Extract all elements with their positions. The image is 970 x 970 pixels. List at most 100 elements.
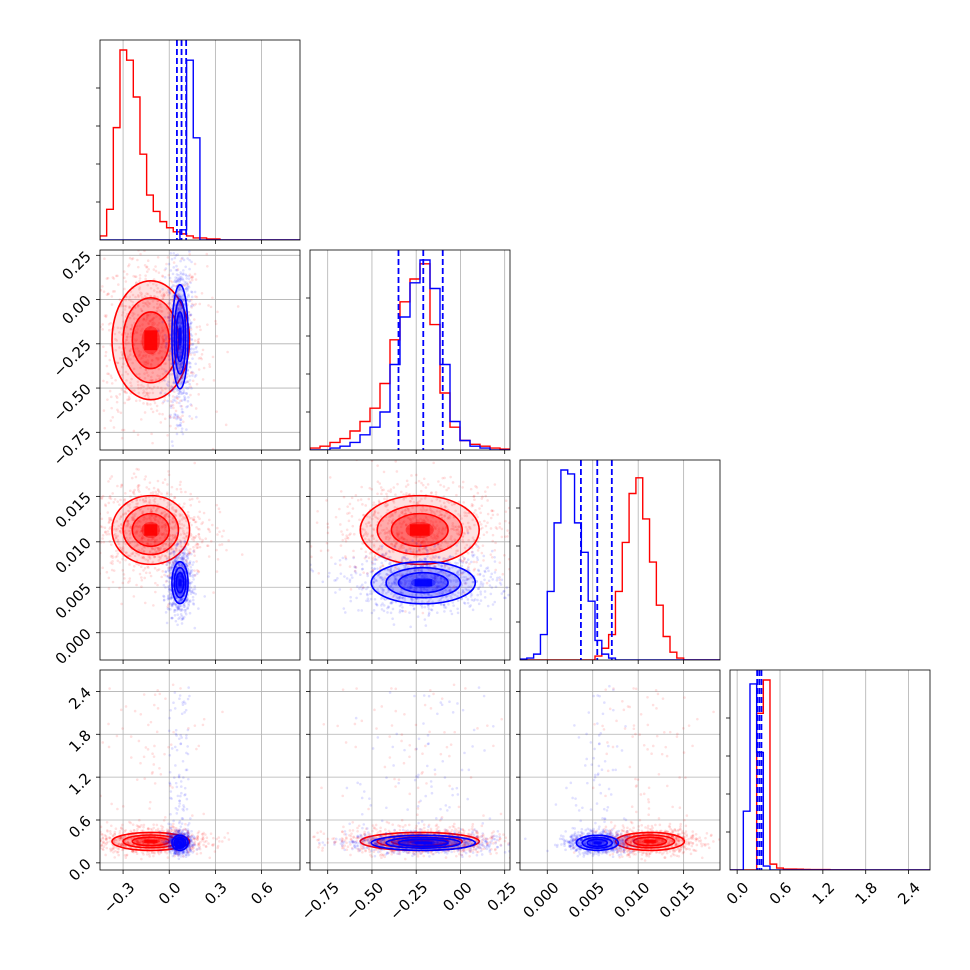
scatter-point bbox=[167, 566, 170, 570]
scatter-point bbox=[480, 504, 484, 508]
scatter-point bbox=[420, 547, 424, 551]
scatter-point bbox=[149, 519, 153, 522]
scatter-point bbox=[378, 482, 382, 485]
scatter-point bbox=[162, 294, 166, 297]
scatter-point bbox=[165, 291, 169, 294]
scatter-point bbox=[413, 575, 416, 578]
scatter-point bbox=[135, 532, 139, 535]
scatter-point bbox=[103, 426, 107, 430]
scatter-point bbox=[168, 515, 171, 519]
scatter-point bbox=[461, 534, 465, 538]
scatter-point bbox=[121, 546, 125, 549]
scatter-point bbox=[179, 303, 183, 307]
scatter-point bbox=[389, 562, 392, 566]
scatter-point bbox=[433, 535, 436, 539]
scatter-point bbox=[377, 500, 381, 504]
scatter-point bbox=[189, 586, 193, 590]
scatter-point bbox=[182, 596, 185, 600]
y-tick-label: −0.75 bbox=[50, 424, 95, 469]
scatter-point bbox=[188, 562, 192, 565]
scatter-point bbox=[128, 256, 132, 260]
scatter-point bbox=[191, 343, 194, 347]
x-tick-label: 0.0 bbox=[723, 879, 753, 909]
scatter-point bbox=[108, 520, 111, 524]
scatter-point bbox=[162, 329, 165, 332]
scatter-point bbox=[394, 493, 397, 497]
scatter-point bbox=[448, 554, 452, 558]
scatter-point bbox=[422, 508, 425, 511]
scatter-point bbox=[188, 561, 192, 565]
scatter-point bbox=[142, 354, 146, 357]
scatter-point bbox=[188, 498, 192, 501]
scatter-point bbox=[174, 278, 177, 282]
scatter-point bbox=[178, 288, 181, 291]
scatter-point bbox=[129, 327, 133, 331]
scatter-point bbox=[100, 325, 102, 329]
scatter-point bbox=[163, 392, 167, 395]
scatter-point bbox=[56, 477, 59, 480]
scatter-point bbox=[109, 543, 113, 546]
scatter-point bbox=[166, 607, 170, 610]
scatter-point bbox=[176, 542, 180, 545]
scatter-point bbox=[143, 372, 146, 375]
scatter-point bbox=[87, 447, 90, 450]
scatter-point bbox=[466, 551, 470, 555]
scatter-point bbox=[178, 362, 181, 366]
scatter-point bbox=[187, 386, 190, 390]
scatter-point bbox=[380, 547, 384, 551]
scatter-point bbox=[180, 427, 184, 430]
scatter-point bbox=[477, 546, 481, 550]
scatter-point bbox=[151, 491, 155, 494]
scatter-point bbox=[154, 518, 157, 522]
scatter-point bbox=[187, 295, 190, 298]
scatter-point bbox=[123, 390, 126, 394]
scatter-point bbox=[406, 548, 409, 552]
scatter-point bbox=[174, 523, 178, 526]
scatter-point bbox=[194, 295, 197, 298]
scatter-point bbox=[157, 546, 160, 550]
scatter-point bbox=[169, 541, 172, 545]
scatter-point bbox=[140, 585, 143, 589]
scatter-point bbox=[462, 501, 465, 504]
scatter-point bbox=[361, 527, 365, 531]
scatter-point bbox=[188, 365, 192, 368]
scatter-point bbox=[107, 587, 111, 590]
scatter-point bbox=[170, 285, 174, 289]
scatter-point bbox=[173, 416, 176, 420]
scatter-point bbox=[116, 540, 120, 544]
scatter-point bbox=[388, 519, 391, 522]
scatter-point bbox=[128, 506, 132, 509]
scatter-point bbox=[187, 552, 191, 556]
scatter-point bbox=[110, 382, 114, 385]
scatter-point bbox=[160, 511, 164, 514]
scatter-point bbox=[409, 550, 412, 553]
scatter-point bbox=[163, 526, 167, 530]
scatter-point bbox=[170, 539, 174, 542]
scatter-point bbox=[114, 534, 118, 538]
scatter-point bbox=[140, 547, 144, 551]
scatter-point bbox=[406, 527, 410, 530]
blue-contour bbox=[175, 311, 185, 363]
scatter-point bbox=[182, 603, 186, 607]
scatter-point bbox=[183, 283, 186, 286]
scatter-point bbox=[193, 573, 197, 577]
scatter-point bbox=[425, 588, 428, 591]
scatter-point bbox=[136, 433, 140, 437]
scatter-point bbox=[371, 514, 375, 517]
scatter-point bbox=[136, 347, 139, 350]
scatter-point bbox=[187, 542, 190, 546]
scatter-point bbox=[490, 509, 494, 512]
scatter-point bbox=[124, 342, 128, 346]
scatter-point bbox=[197, 500, 201, 504]
scatter-point bbox=[397, 515, 401, 519]
scatter-point bbox=[170, 280, 174, 284]
scatter-point bbox=[403, 583, 407, 587]
scatter-point bbox=[489, 516, 493, 520]
scatter-point bbox=[365, 540, 369, 544]
scatter-point bbox=[447, 501, 451, 504]
scatter-point bbox=[188, 551, 192, 555]
scatter-point bbox=[188, 299, 191, 303]
scatter-point bbox=[106, 292, 110, 296]
scatter-point bbox=[176, 330, 180, 334]
scatter-point bbox=[156, 488, 160, 491]
